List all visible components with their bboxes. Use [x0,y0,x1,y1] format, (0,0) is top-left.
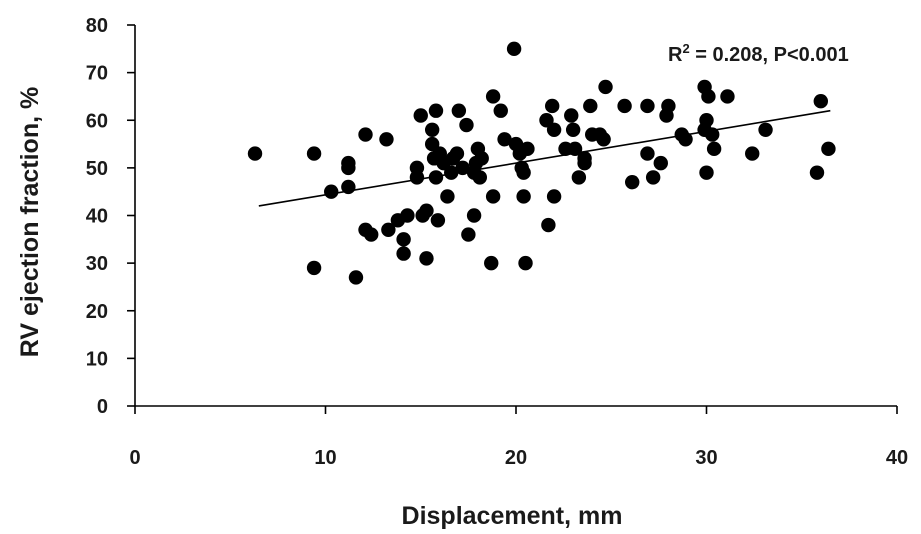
y-tick-label: 30 [86,253,108,275]
data-point [506,41,522,57]
data-point [381,222,396,237]
x-tick-label: 10 [314,447,336,469]
tick-labels: 0 10 20 30 40 50 60 70 80 0 10 20 30 40 [86,15,908,469]
data-point [809,165,825,180]
annotation-base: R [668,44,683,66]
data-point [571,170,587,185]
data-point [706,141,722,157]
data-point [516,189,531,204]
data-point [409,170,425,185]
data-point [583,98,598,114]
y-tick-label: 50 [86,158,108,180]
data-point [400,208,415,223]
data-point [396,232,411,247]
data-point [564,108,579,123]
y-axis-title: RV ejection fraction, % [16,87,44,357]
data-point [699,165,714,180]
data-point [419,251,434,266]
data-point [341,160,356,176]
data-point [546,122,562,137]
trend-line [258,109,831,207]
data-point [544,98,560,114]
data-point [461,227,476,242]
y-tick-label: 70 [86,63,108,85]
axes [127,24,898,414]
data-point [440,189,455,204]
data-point [520,141,535,157]
x-tick-label: 0 [129,447,140,469]
data-point [541,217,556,233]
data-point [617,98,632,114]
data-point [546,189,562,204]
data-point [413,108,428,123]
data-point [577,151,592,166]
y-tick-label: 60 [86,110,108,132]
data-point [565,122,581,137]
data-point [596,132,611,147]
data-point [625,174,640,190]
data-point [484,255,499,271]
data-point [324,184,339,199]
data-point [474,151,489,166]
data-point [348,270,364,285]
data-point [364,227,379,242]
data-point [379,132,394,147]
data-point [430,213,446,228]
data-point [428,103,444,118]
data-point [485,89,501,104]
annotation-text: = 0.208, P<0.001 [690,44,849,66]
data-point [598,79,613,95]
y-tick-label: 0 [97,396,108,418]
data-point [640,146,655,161]
data-point [459,117,474,133]
x-tick-label: 20 [505,447,527,469]
data-point [720,89,735,104]
data-point [699,113,714,128]
data-point [247,146,263,161]
data-point [424,122,440,137]
data-point [306,260,322,276]
y-tick-label: 40 [86,206,108,228]
data-point [758,122,773,137]
data-point [306,146,322,161]
x-tick-label: 30 [695,447,717,469]
data-point [640,98,655,114]
data-point [428,170,444,185]
data-point [493,103,508,118]
data-point [449,146,465,161]
data-point [419,203,434,218]
r-squared-annotation: R2 = 0.208, P<0.001 [668,41,849,66]
data-point [645,170,661,185]
data-point [466,208,482,223]
data-point [497,132,512,147]
data-point [653,155,668,171]
data-point [451,103,467,118]
data-point [745,146,760,161]
data-point [472,170,488,185]
y-tick-label: 80 [86,15,108,37]
data-point [661,98,676,114]
data-point [701,89,716,104]
data-points [247,41,836,285]
y-tick-label: 20 [86,301,108,323]
data-point [358,127,373,142]
y-tick-label: 10 [86,348,108,370]
x-axis-title: Displacement, mm [402,502,623,530]
annotation-superscript: 2 [682,41,689,56]
data-point [813,94,828,109]
data-point [396,246,411,261]
data-point [444,165,459,180]
data-point [518,255,533,271]
data-point [821,141,836,157]
x-tick-label: 40 [886,447,908,469]
data-point [485,189,501,204]
data-point [516,165,531,180]
